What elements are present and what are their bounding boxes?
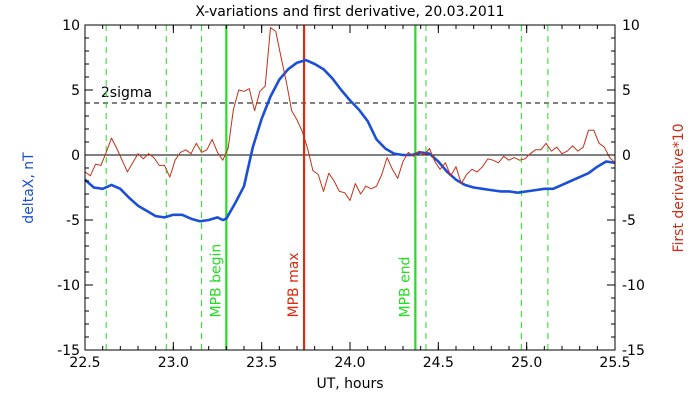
x-axis-label: UT, hours: [316, 376, 383, 392]
y-tick-label-right: -10: [622, 278, 645, 294]
marker-label: MPB max: [286, 252, 302, 317]
x-tick-label: 25.0: [511, 355, 542, 371]
chart-title: X-variations and first derivative, 20.03…: [195, 4, 504, 20]
y-tick-label-left: 10: [62, 18, 80, 34]
sigma-label: 2sigma: [101, 85, 152, 101]
y-tick-label-left: -5: [66, 213, 80, 229]
deltax-line: [84, 58, 616, 223]
x-tick-label: 23.5: [246, 355, 277, 371]
y-tick-label-left: -15: [57, 343, 80, 359]
left-axis-label: deltaX, nT: [21, 152, 37, 224]
derivative-line: [84, 27, 616, 201]
y-tick-label-left: 5: [71, 83, 80, 99]
y-tick-label-left: 0: [71, 148, 80, 164]
y-tick-label-right: -15: [622, 343, 645, 359]
guide-layer: 2sigma: [85, 25, 615, 350]
right-axis-label: First derivative*10: [671, 123, 687, 252]
marker-label: MPB begin: [208, 244, 224, 318]
plot-frame: [84, 24, 616, 351]
y-tick-label-right: 5: [622, 83, 631, 99]
y-tick-label-right: 10: [622, 18, 640, 34]
y-tick-label-left: -10: [57, 278, 80, 294]
marker-layer: MPB begin MPB max MPB end: [208, 25, 417, 350]
x-tick-label: 25.5: [599, 355, 630, 371]
marker-label: MPB end: [397, 257, 413, 318]
series-layer: [84, 27, 616, 223]
axes-layer: 22.5 23.0 23.5 24.0 24.5 25.0 25.5 10 5 0 -5 -10 -15…: [57, 18, 645, 371]
x-tick-label: 24.0: [334, 355, 365, 371]
y-tick-label-right: -5: [622, 213, 636, 229]
x-tick-label: 23.0: [158, 355, 189, 371]
y-tick-label-right: 0: [622, 148, 631, 164]
x-tick-label: 24.5: [423, 355, 454, 371]
x-tick-label: 22.5: [69, 355, 100, 371]
